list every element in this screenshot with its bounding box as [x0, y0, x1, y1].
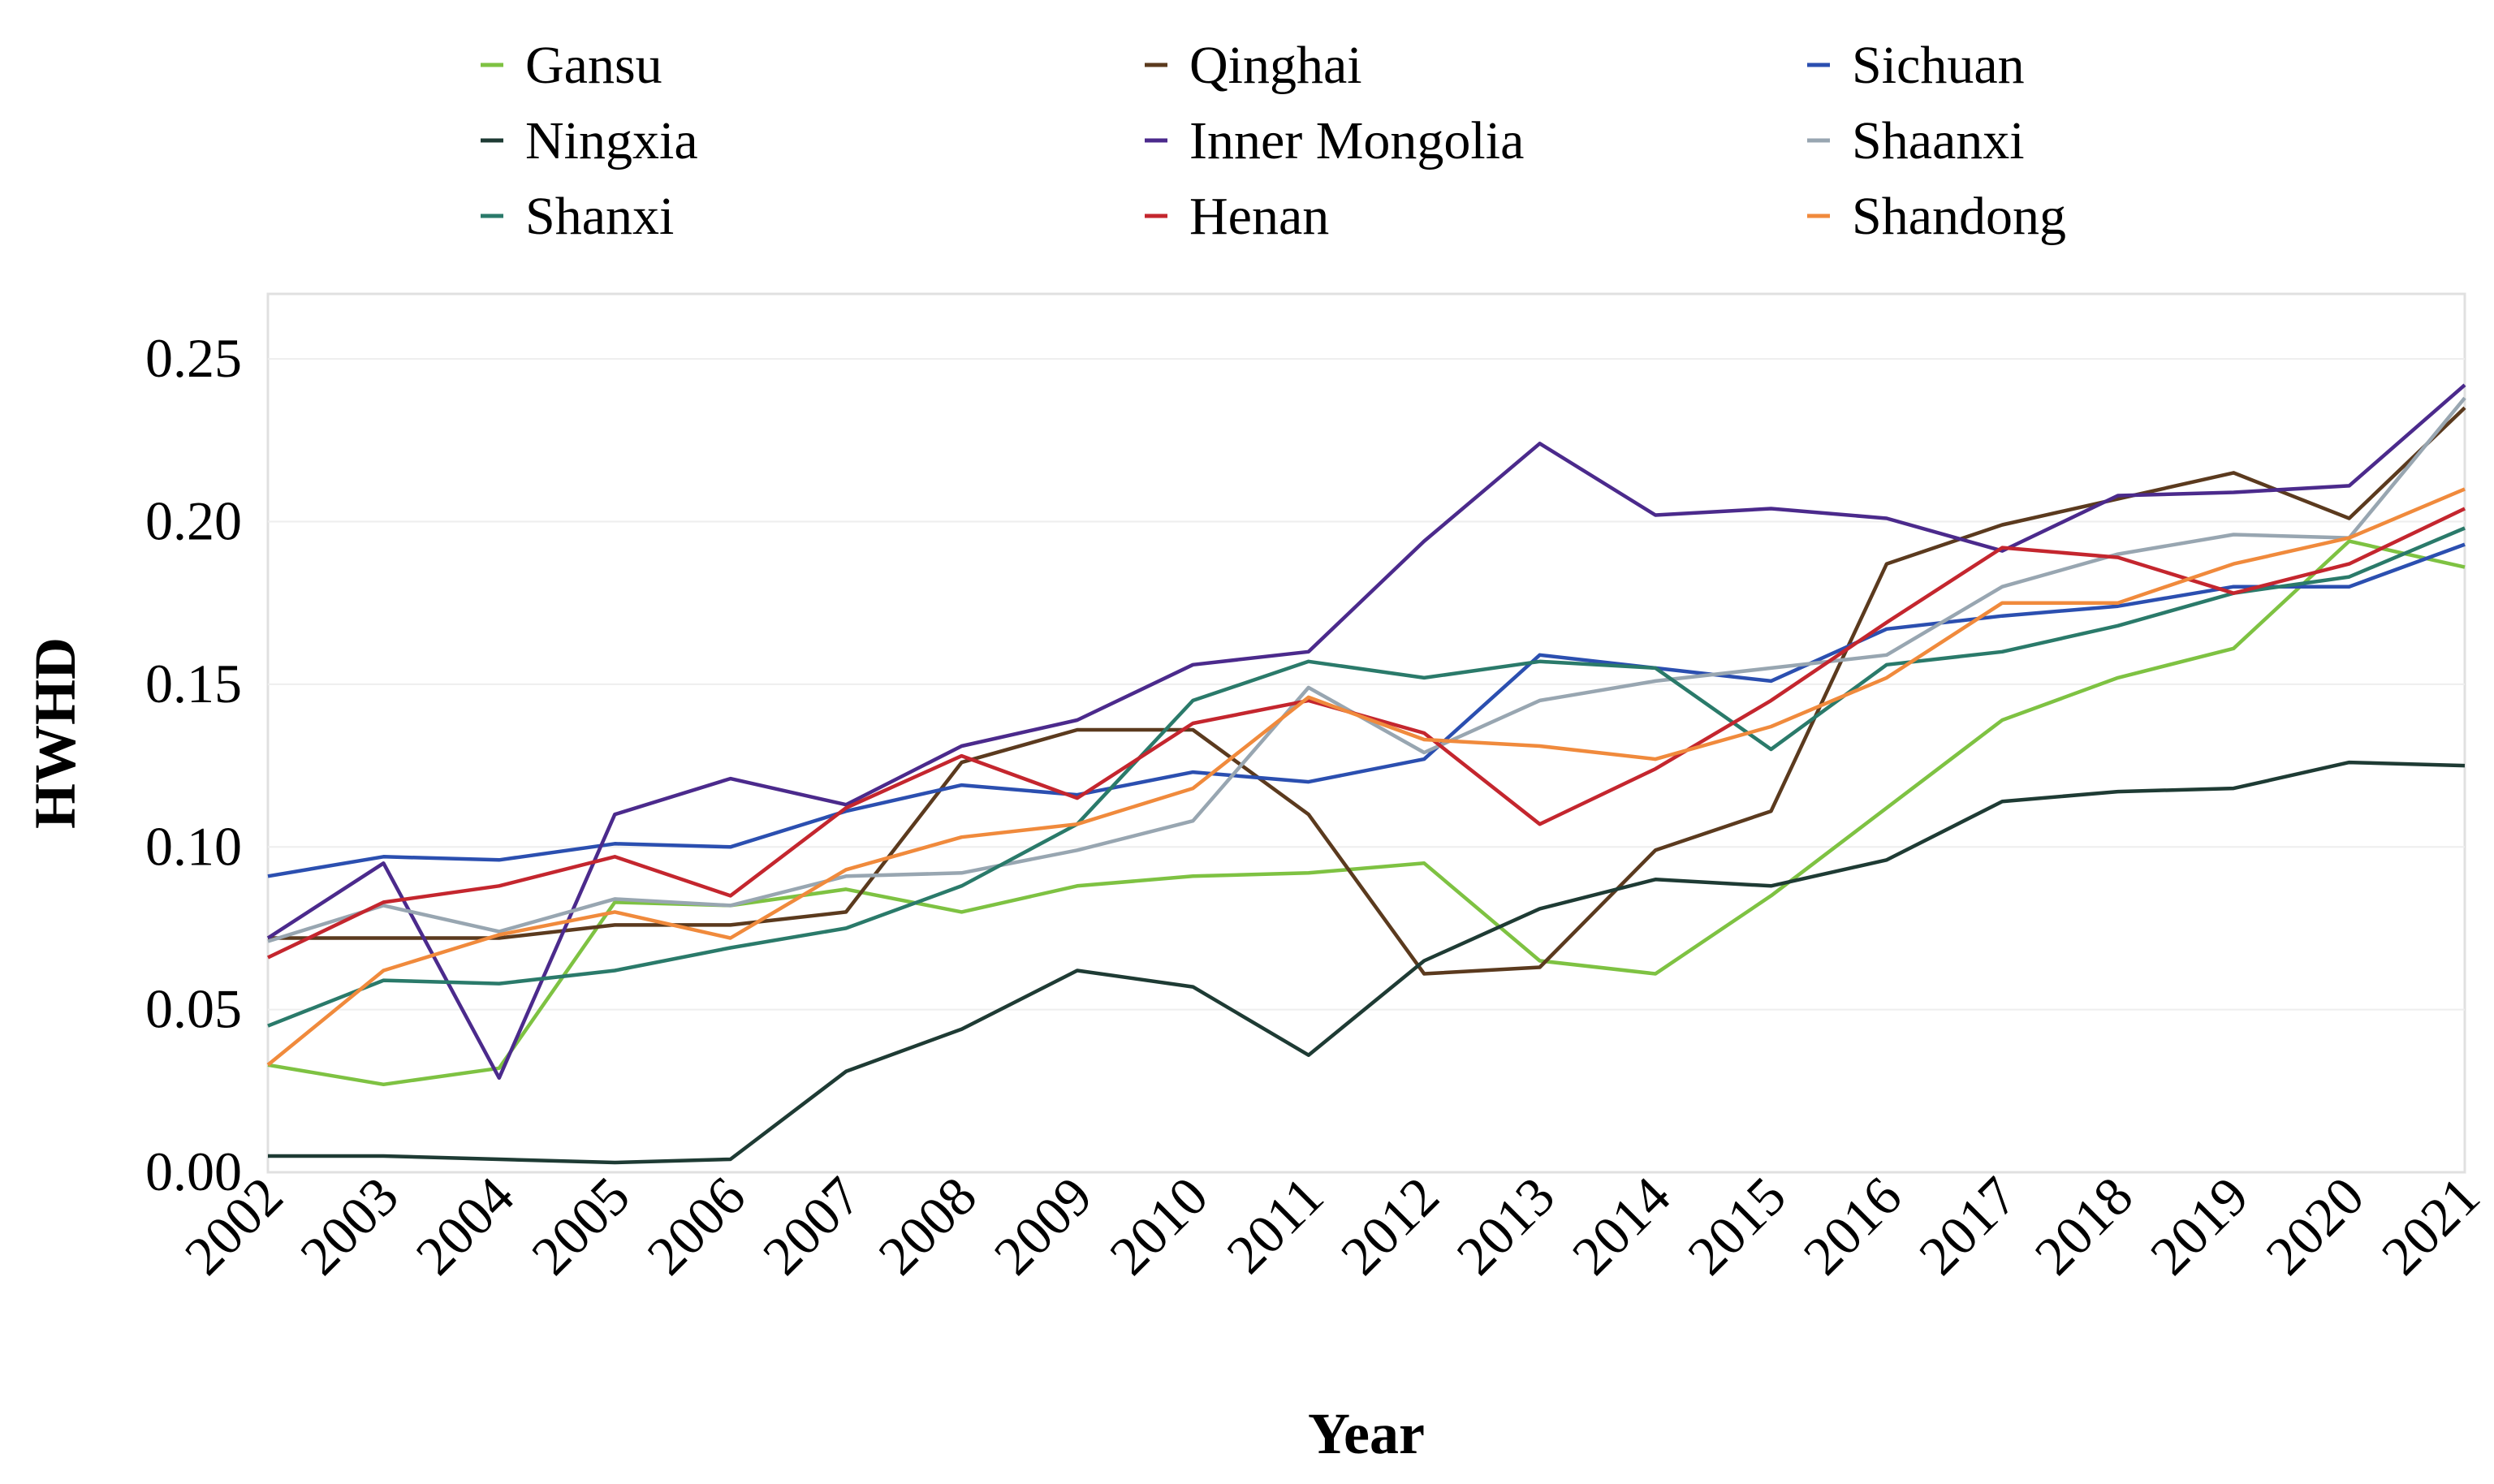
- legend-label: Shandong: [1852, 187, 2066, 246]
- legend-label: Sichuan: [1852, 36, 2025, 95]
- y-tick-label: 0.15: [145, 653, 242, 714]
- series-line-ningxia: [268, 760, 2466, 1165]
- series-line-inner-mongolia: [266, 383, 2466, 1081]
- series-line-shanxi: [267, 526, 2466, 1028]
- legend-label: Shaanxi: [1852, 111, 2025, 170]
- series-lines: [266, 383, 2466, 1165]
- y-tick-label: 0.10: [145, 815, 242, 877]
- legend-item-henan: Henan: [1145, 187, 1329, 246]
- legend-item-ningxia: Ningxia: [481, 111, 698, 170]
- legend-item-shaanxi: Shaanxi: [1807, 111, 2025, 170]
- legend-label: Ningxia: [525, 111, 698, 170]
- y-tick-label: 0.25: [145, 327, 242, 389]
- series-line-sichuan: [267, 542, 2466, 878]
- x-axis-title: Year: [1308, 1401, 1425, 1466]
- legend-item-qinghai: Qinghai: [1145, 36, 1362, 95]
- legend-label: Henan: [1189, 187, 1329, 246]
- y-tick-label: 0.05: [145, 978, 242, 1040]
- legend-label: Qinghai: [1189, 36, 1362, 95]
- legend-label: Gansu: [525, 36, 662, 95]
- y-tick-label: 0.20: [145, 490, 242, 552]
- legend-item-shandong: Shandong: [1807, 187, 2066, 246]
- legend-label: Inner Mongolia: [1189, 111, 1524, 170]
- legend-item-gansu: Gansu: [481, 36, 662, 95]
- series-line-gansu: [267, 539, 2466, 1087]
- series-line-shandong: [266, 487, 2466, 1067]
- plot-area: [266, 292, 2466, 1174]
- y-axis: 0.00 0.05 0.10 0.15 0.20 0.25: [145, 327, 242, 1202]
- legend-item-sichuan: Sichuan: [1807, 36, 2025, 95]
- legend-label: Shanxi: [525, 187, 674, 246]
- y-tick-label: 0.00: [145, 1141, 242, 1202]
- legend-item-inner-mongolia: Inner Mongolia: [1145, 111, 1524, 170]
- legend: Gansu Qinghai Sichuan Ningxia Inner Mongolia…: [481, 36, 2066, 246]
- y-axis-title: HWHD: [23, 637, 88, 829]
- legend-item-shanxi: Shanxi: [481, 187, 674, 246]
